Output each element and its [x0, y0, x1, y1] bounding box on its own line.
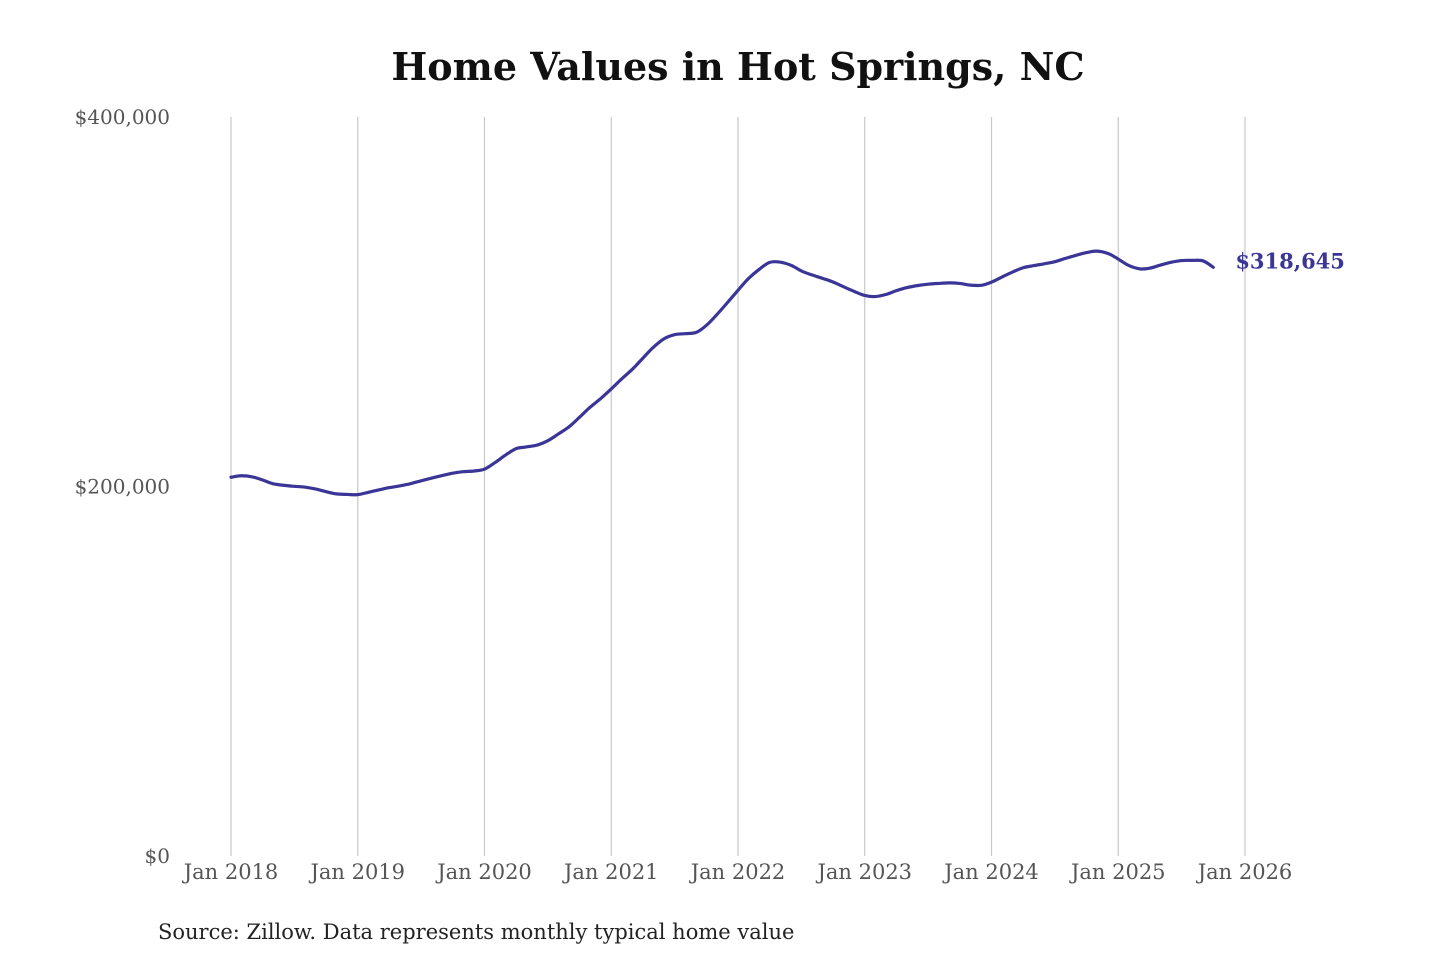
x-tick-label: Jan 2026 — [1196, 860, 1293, 884]
x-axis-ticks: Jan 2018 Jan 2019 Jan 2020 Jan 2021 Jan 2022… — [182, 860, 1293, 884]
gridlines — [230, 117, 1246, 856]
end-value-label: $318,645 — [1235, 248, 1345, 273]
x-tick-label: Jan 2024 — [942, 860, 1039, 884]
x-tick-label: Jan 2021 — [562, 860, 659, 884]
chart-title: Home Values in Hot Springs, NC — [391, 44, 1084, 89]
x-tick-label: Jan 2023 — [815, 860, 912, 884]
x-tick-label: Jan 2025 — [1069, 860, 1166, 884]
y-axis-ticks: $0 $200,000 $400,000 — [75, 105, 170, 868]
y-tick-label: $200,000 — [75, 475, 170, 499]
x-tick-label: Jan 2022 — [689, 860, 786, 884]
x-tick-label: Jan 2020 — [435, 860, 532, 884]
y-tick-label: $400,000 — [75, 105, 170, 129]
y-tick-label: $0 — [145, 844, 170, 868]
source-note: Source: Zillow. Data represents monthly … — [158, 920, 794, 944]
series-layer: $318,645 — [229, 248, 1345, 497]
x-tick-label: Jan 2019 — [308, 860, 405, 884]
x-tick-label: Jan 2018 — [182, 860, 279, 884]
series-line-0 — [229, 249, 1215, 497]
